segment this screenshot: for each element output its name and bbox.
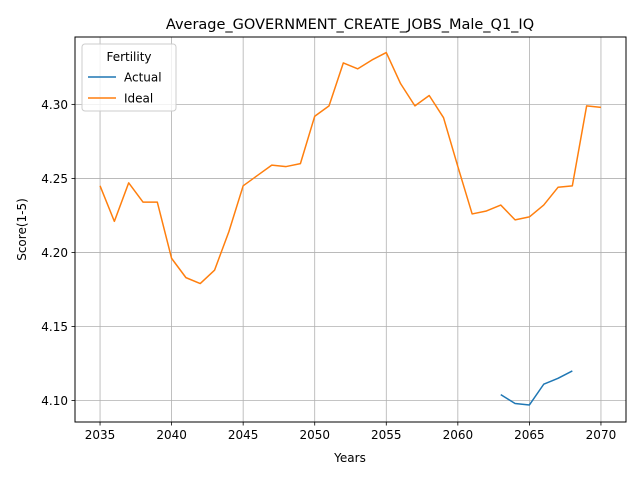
legend-title: Fertility bbox=[106, 50, 151, 64]
x-tick-label: 2070 bbox=[586, 428, 617, 442]
series-lines bbox=[99, 51, 602, 406]
series-line-actual bbox=[500, 370, 573, 406]
y-tick-label: 4.25 bbox=[41, 172, 68, 186]
plot-area-frame bbox=[74, 36, 627, 423]
y-tick-label: 4.10 bbox=[41, 394, 68, 408]
x-tick-label: 2050 bbox=[299, 428, 330, 442]
x-tick-label: 2060 bbox=[443, 428, 474, 442]
y-tick-label: 4.15 bbox=[41, 320, 68, 334]
x-tick-label: 2045 bbox=[228, 428, 259, 442]
x-tick-label: 2055 bbox=[371, 428, 402, 442]
y-tick-label: 4.20 bbox=[41, 246, 68, 260]
chart-title: Average_GOVERNMENT_CREATE_JOBS_Male_Q1_I… bbox=[166, 17, 534, 33]
y-tick-label: 4.30 bbox=[41, 98, 68, 112]
x-axis-ticks: 2035 2040 2045 2050 2055 2060 2065 2070 bbox=[85, 422, 616, 442]
series-line-ideal bbox=[99, 51, 602, 285]
legend: Fertility Actual Ideal bbox=[81, 43, 177, 112]
x-tick-label: 2035 bbox=[85, 428, 116, 442]
y-axis-label: Score(1-5) bbox=[15, 198, 29, 261]
x-tick-label: 2065 bbox=[514, 428, 545, 442]
legend-label-actual: Actual bbox=[124, 71, 162, 85]
legend-label-ideal: Ideal bbox=[124, 92, 153, 106]
y-axis-ticks: 4.10 4.15 4.20 4.25 4.30 bbox=[41, 98, 75, 408]
legend-frame bbox=[81, 43, 177, 112]
x-axis-label: Years bbox=[333, 451, 366, 465]
x-tick-label: 2040 bbox=[156, 428, 187, 442]
